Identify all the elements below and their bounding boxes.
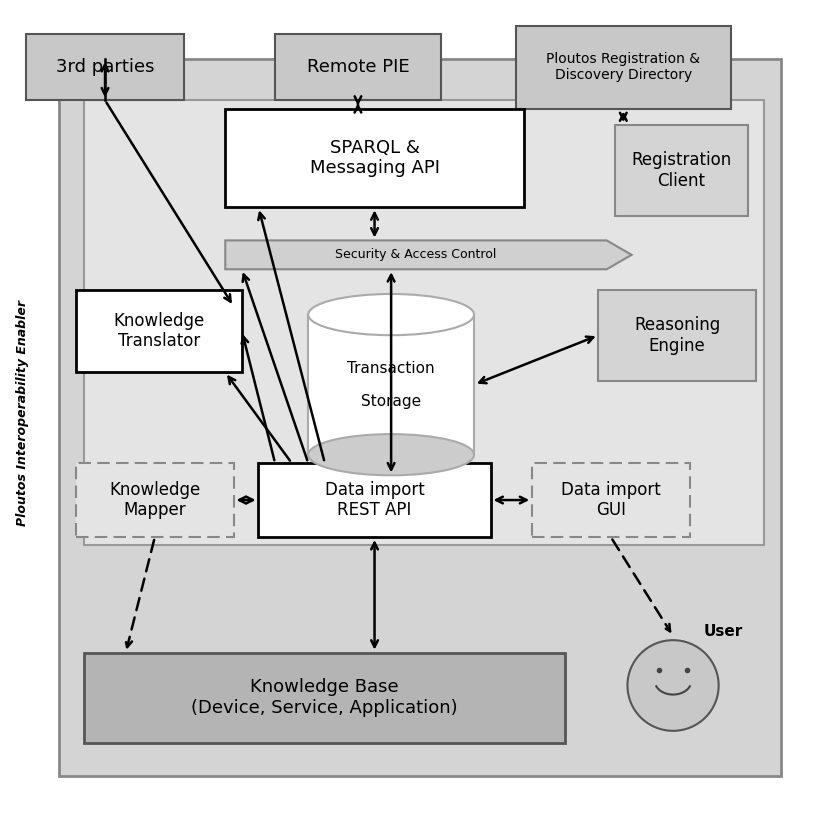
FancyBboxPatch shape — [275, 35, 441, 100]
Text: Data import
REST API: Data import REST API — [324, 480, 424, 519]
Text: Ploutos Registration &
Discovery Directory: Ploutos Registration & Discovery Directo… — [547, 52, 701, 83]
Polygon shape — [225, 241, 631, 270]
FancyBboxPatch shape — [59, 59, 781, 777]
Text: 3rd parties: 3rd parties — [56, 59, 154, 76]
Text: Ploutos Interoperability Enabler: Ploutos Interoperability Enabler — [16, 300, 28, 527]
FancyBboxPatch shape — [225, 108, 524, 208]
Text: Security & Access Control: Security & Access Control — [335, 248, 497, 261]
Text: Data import
GUI: Data import GUI — [561, 480, 661, 519]
Text: Transaction: Transaction — [347, 361, 435, 375]
FancyBboxPatch shape — [259, 463, 491, 537]
Text: Storage: Storage — [361, 394, 421, 409]
FancyBboxPatch shape — [615, 125, 748, 216]
FancyBboxPatch shape — [27, 35, 184, 100]
FancyBboxPatch shape — [532, 463, 690, 537]
FancyBboxPatch shape — [84, 100, 765, 545]
FancyBboxPatch shape — [516, 26, 731, 108]
FancyBboxPatch shape — [598, 290, 756, 380]
Text: Registration
Client: Registration Client — [631, 151, 731, 189]
Text: Knowledge
Mapper: Knowledge Mapper — [109, 480, 201, 519]
Text: SPARQL &
Messaging API: SPARQL & Messaging API — [310, 139, 439, 177]
Text: Remote PIE: Remote PIE — [307, 59, 409, 76]
Text: User: User — [704, 624, 743, 639]
Circle shape — [627, 640, 719, 731]
FancyBboxPatch shape — [84, 653, 565, 743]
Text: Knowledge Base
(Device, Service, Application): Knowledge Base (Device, Service, Applica… — [191, 678, 458, 717]
FancyBboxPatch shape — [76, 463, 234, 537]
Ellipse shape — [308, 294, 474, 335]
FancyBboxPatch shape — [76, 290, 242, 372]
Text: Knowledge
Translator: Knowledge Translator — [113, 312, 205, 351]
Ellipse shape — [308, 434, 474, 476]
Text: Reasoning
Engine: Reasoning Engine — [634, 316, 721, 355]
FancyBboxPatch shape — [308, 314, 474, 455]
